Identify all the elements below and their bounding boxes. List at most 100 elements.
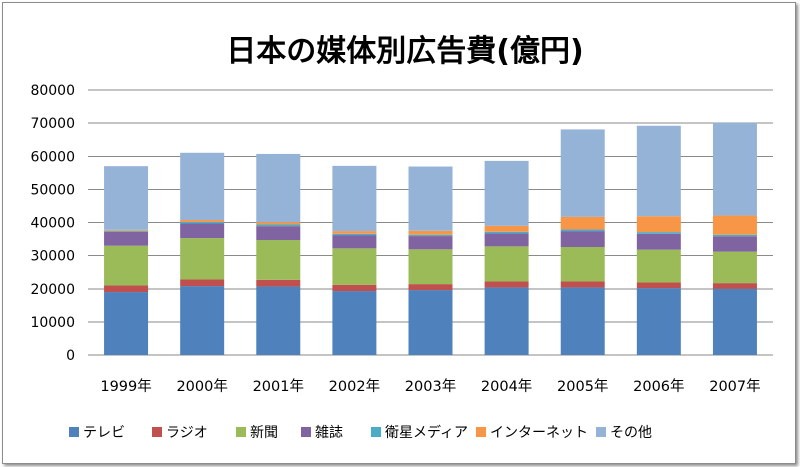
- bar-segment: [560, 287, 605, 355]
- x-axis: 1999年 2000年 2001年 2002年 2003年 2004年 2005年 2006年…: [100, 378, 760, 395]
- bar-segment: [104, 231, 149, 246]
- bar-segment: [484, 233, 529, 247]
- bar-segment: [256, 240, 301, 280]
- bar-segment: [104, 230, 149, 232]
- bar-segment: [180, 238, 225, 280]
- bar-segment: [180, 286, 225, 355]
- bar-segment: [332, 284, 377, 292]
- bar-segment: [256, 224, 301, 227]
- bar-segment: [332, 233, 377, 236]
- bar-segment: [180, 222, 225, 224]
- x-tick-label: 2001年: [253, 378, 304, 395]
- x-tick-label: 2005年: [557, 378, 608, 395]
- bar-segment: [484, 225, 529, 232]
- bar-segment: [712, 288, 757, 355]
- y-tick-label: 70000: [30, 116, 75, 132]
- legend-label: 雑誌: [315, 425, 343, 441]
- bar-segment: [408, 234, 453, 237]
- bar-segment: [484, 281, 529, 288]
- bar-segment: [256, 286, 301, 355]
- bar-segment: [408, 290, 453, 355]
- legend-swatch: [301, 427, 311, 437]
- bar-segment: [636, 249, 681, 283]
- legend-swatch: [596, 427, 606, 437]
- bar-segment: [408, 236, 453, 250]
- bar-segment: [636, 233, 681, 250]
- bar-segment: [332, 165, 377, 232]
- bar-segment: [560, 129, 605, 217]
- bar-segment: [180, 220, 225, 223]
- y-tick-label: 40000: [30, 216, 75, 232]
- bar-segment: [560, 281, 605, 288]
- y-tick-label: 20000: [30, 282, 75, 298]
- y-tick-label: 30000: [30, 249, 75, 265]
- legend: テレビ ラジオ 新聞 雑誌 衛星メディア インターネット その他: [69, 424, 652, 441]
- x-tick-label: 1999年: [100, 378, 151, 395]
- bar-segment: [256, 226, 301, 241]
- y-tick-label: 0: [66, 348, 75, 364]
- bar-segment: [560, 229, 605, 232]
- bar-segment: [560, 231, 605, 248]
- bar-segment: [484, 287, 529, 355]
- bar-segment: [636, 288, 681, 355]
- bar-segment: [104, 229, 149, 231]
- x-tick-label: 2003年: [405, 378, 456, 395]
- y-tick-label: 60000: [30, 149, 75, 165]
- legend-label: テレビ: [83, 425, 125, 441]
- bar-segment: [180, 152, 225, 221]
- legend-swatch: [69, 427, 79, 437]
- legend-label: 新聞: [250, 425, 278, 441]
- bar-segment: [560, 216, 605, 230]
- bar-segment: [408, 166, 453, 231]
- y-axis: 0 10000 20000 30000 40000 50000 60000 70000 8000…: [30, 83, 75, 364]
- y-tick-label: 50000: [30, 182, 75, 198]
- legend-label: 衛星メディア: [385, 424, 468, 441]
- legend-swatch: [371, 427, 381, 437]
- legend-label: その他: [610, 425, 652, 441]
- bars: [104, 122, 757, 355]
- bar-segment: [712, 251, 757, 284]
- bar-segment: [408, 230, 453, 235]
- bar-segment: [560, 247, 605, 282]
- bar-segment: [636, 216, 681, 233]
- bar-segment: [712, 234, 757, 237]
- bar-segment: [104, 292, 149, 355]
- bar-segment: [712, 122, 757, 216]
- bar-segment: [332, 291, 377, 355]
- bar-segment: [712, 215, 757, 235]
- y-tick-label: 10000: [30, 315, 75, 331]
- bar-segment: [484, 246, 529, 282]
- x-tick-label: 2006年: [633, 378, 684, 395]
- bar-segment: [484, 160, 529, 226]
- legend-swatch: [476, 427, 486, 437]
- legend-swatch: [152, 427, 162, 437]
- bar-segment: [712, 283, 757, 289]
- y-tick-label: 80000: [30, 83, 75, 99]
- legend-label: インターネット: [490, 425, 588, 441]
- bar-segment: [332, 248, 377, 285]
- legend-swatch: [236, 427, 246, 437]
- bar-segment: [484, 231, 529, 234]
- x-tick-label: 2002年: [329, 378, 380, 395]
- bar-segment: [636, 232, 681, 234]
- x-tick-label: 2007年: [709, 378, 760, 395]
- bar-segment: [332, 235, 377, 249]
- bar-segment: [180, 279, 225, 287]
- bar-segment: [256, 222, 301, 225]
- bar-segment: [332, 231, 377, 234]
- bar-segment: [256, 153, 301, 223]
- legend-label: ラジオ: [166, 425, 208, 441]
- bar-segment: [256, 279, 301, 287]
- bar-segment: [712, 236, 757, 252]
- bar-segment: [636, 125, 681, 217]
- chart-title: 日本の媒体別広告費(億円): [226, 34, 583, 69]
- x-tick-label: 2000年: [176, 378, 227, 395]
- x-tick-label: 2004年: [481, 378, 532, 395]
- bar-segment: [408, 284, 453, 291]
- chart-canvas: 日本の媒体別広告費(億円) 0 10000 20000 30000 40000 50000…: [30, 34, 773, 441]
- bar-segment: [104, 166, 149, 230]
- bar-segment: [408, 249, 453, 285]
- bar-segment: [636, 282, 681, 289]
- bar-segment: [104, 285, 149, 293]
